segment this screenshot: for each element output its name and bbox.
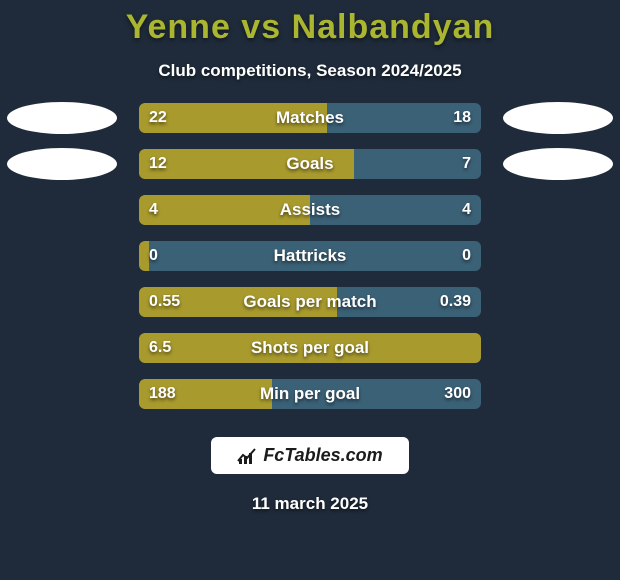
side-gap — [503, 194, 613, 226]
stat-value-right: 0.39 — [440, 287, 471, 317]
footer-brand-text: FcTables.com — [263, 445, 382, 466]
side-gap — [7, 378, 117, 410]
stat-bar-fill — [139, 195, 310, 225]
stat-bar-fill — [139, 103, 327, 133]
player-right-marker — [503, 102, 613, 134]
stat-bar: Shots per goal6.5 — [139, 333, 481, 363]
stat-bar: Goals per match0.550.39 — [139, 287, 481, 317]
stat-row: Shots per goal6.5 — [0, 333, 620, 363]
side-gap — [503, 378, 613, 410]
side-gap — [7, 240, 117, 272]
stat-row: Goals127 — [0, 149, 620, 179]
stat-bar: Goals127 — [139, 149, 481, 179]
player-left-marker — [7, 102, 117, 134]
stat-value-right: 7 — [462, 149, 471, 179]
stat-value-right: 300 — [444, 379, 471, 409]
stat-value-right: 18 — [453, 103, 471, 133]
player-right-marker — [503, 148, 613, 180]
stat-label: Hattricks — [139, 241, 481, 271]
side-gap — [7, 332, 117, 364]
stat-row: Goals per match0.550.39 — [0, 287, 620, 317]
chart-icon — [237, 447, 257, 465]
stat-value-right: 4 — [462, 195, 471, 225]
side-gap — [503, 286, 613, 318]
page-subtitle: Club competitions, Season 2024/2025 — [158, 61, 461, 81]
stat-bar: Hattricks0 0 — [139, 241, 481, 271]
stat-bar-fill — [139, 149, 354, 179]
comparison-infographic: Yenne vs Nalbandyan Club competitions, S… — [0, 0, 620, 580]
player-left-marker — [7, 148, 117, 180]
infographic-date: 11 march 2025 — [252, 494, 368, 514]
stat-bar-fill — [139, 287, 337, 317]
stat-value-right: 0 — [462, 241, 471, 271]
stat-bar-fill — [139, 333, 481, 363]
stat-row: Assists44 — [0, 195, 620, 225]
side-gap — [7, 194, 117, 226]
side-gap — [503, 332, 613, 364]
stat-bar: Min per goal188300 — [139, 379, 481, 409]
page-title: Yenne vs Nalbandyan — [126, 8, 495, 47]
stat-rows: Matches2218 Goals127 Assists44 Hattricks0 0 G… — [0, 103, 620, 425]
stat-bar-fill — [139, 379, 272, 409]
stat-value-left: 0 — [149, 241, 158, 271]
stat-row: Matches2218 — [0, 103, 620, 133]
side-gap — [503, 240, 613, 272]
stat-row: Hattricks0 0 — [0, 241, 620, 271]
stat-bar-fill — [139, 241, 149, 271]
footer-brand-badge: FcTables.com — [211, 437, 408, 474]
stat-row: Min per goal188300 — [0, 379, 620, 409]
side-gap — [7, 286, 117, 318]
stat-bar: Assists44 — [139, 195, 481, 225]
stat-bar: Matches2218 — [139, 103, 481, 133]
